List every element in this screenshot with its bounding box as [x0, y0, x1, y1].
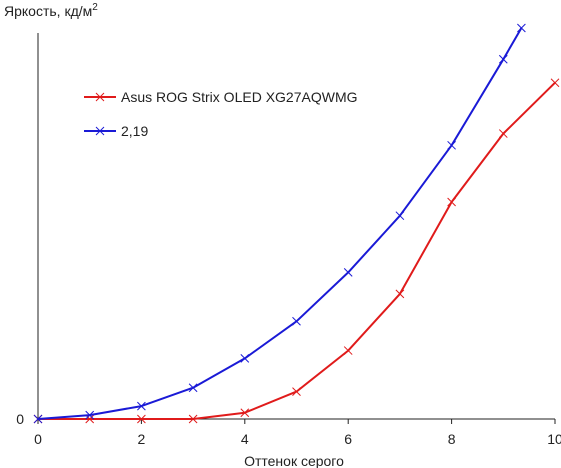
data-point-marker	[343, 346, 353, 355]
series	[33, 23, 560, 424]
data-point-marker	[447, 197, 456, 207]
data-point-marker	[343, 268, 353, 277]
data-point-marker	[447, 140, 456, 150]
data-point-marker	[85, 410, 95, 420]
data-point-marker	[188, 414, 198, 424]
series-line	[37, 27, 523, 420]
series-line	[38, 81, 556, 420]
y-axis-title: Яркость, кд/м2	[4, 2, 98, 19]
y-tick-label: 0	[16, 411, 24, 427]
legend-item: 2,19	[84, 123, 148, 139]
series-1	[33, 78, 560, 424]
data-point-marker	[292, 316, 301, 326]
data-point-marker	[395, 289, 405, 299]
legend-item: Asus ROG Strix OLED XG27AQWMG	[84, 89, 358, 105]
data-point-marker	[137, 401, 146, 411]
data-point-marker	[550, 78, 560, 88]
data-point-marker	[85, 414, 95, 424]
legend: Asus ROG Strix OLED XG27AQWMG 2,19	[84, 89, 358, 139]
x-tick-label: 10	[547, 431, 561, 447]
data-point-marker	[498, 54, 508, 64]
data-point-marker	[137, 414, 146, 424]
x-tick-label: 4	[241, 431, 249, 447]
legend-label: 2,19	[121, 123, 148, 139]
data-point-marker	[33, 414, 43, 424]
data-point-marker	[188, 383, 198, 393]
y-axis-title-superscript: 2	[92, 2, 98, 13]
legend-label: Asus ROG Strix OLED XG27AQWMG	[121, 89, 358, 105]
data-point-marker	[395, 211, 405, 221]
x-axis-title: Оттенок серого	[244, 453, 344, 468]
series-2	[33, 23, 526, 424]
x-tick-label: 0	[34, 431, 42, 447]
data-point-marker	[292, 387, 301, 396]
x-tick-label: 6	[344, 431, 352, 447]
data-point-marker	[240, 408, 250, 418]
x-tick-label: 8	[448, 431, 456, 447]
x-tick-label: 2	[138, 431, 146, 447]
data-point-marker	[517, 23, 526, 33]
ticks: 0 2 4 6 8 10 0	[16, 411, 561, 447]
data-point-marker	[498, 129, 508, 138]
data-point-marker	[240, 354, 250, 363]
